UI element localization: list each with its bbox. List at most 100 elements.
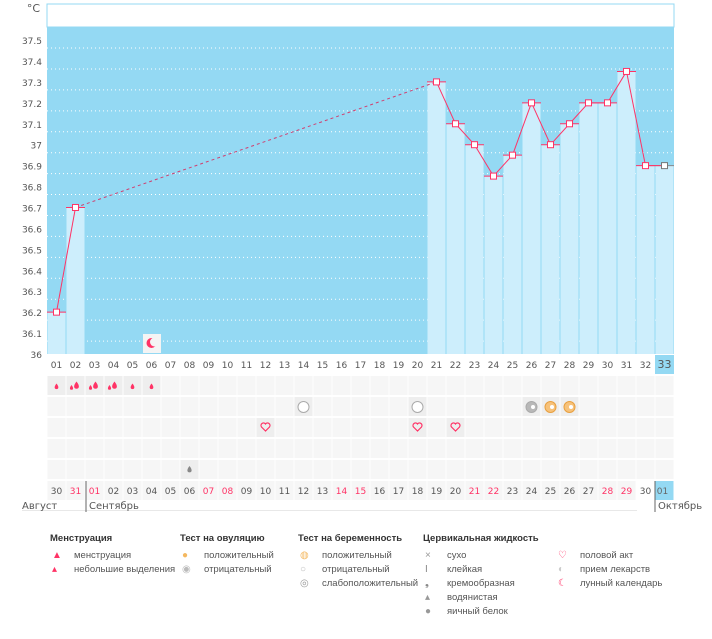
temperature-bar <box>47 312 66 354</box>
pill-icon: ◐ <box>558 563 565 575</box>
date-cell <box>446 481 465 500</box>
temperature-bar <box>465 144 484 354</box>
marker-cell <box>161 439 180 458</box>
calendar-date: 03 <box>127 487 138 497</box>
legend-item: ☾ лунный календарь <box>556 576 662 590</box>
marker-cell <box>66 439 85 458</box>
marker-cell <box>218 376 237 395</box>
marker-cell <box>522 376 541 395</box>
marker-cell <box>598 439 617 458</box>
month-label: Август <box>22 501 57 512</box>
calendar-date: 20 <box>450 487 462 497</box>
y-axis-unit: °C <box>27 2 41 15</box>
marker-cell <box>655 460 674 479</box>
marker-cell <box>617 460 636 479</box>
calendar-date: 18 <box>412 487 424 497</box>
marker-cell <box>351 439 370 458</box>
legend-item: ○ отрицательный <box>298 562 418 576</box>
marker-cell <box>522 418 541 437</box>
calendar-date: 08 <box>222 487 234 497</box>
y-tick-label: 36.7 <box>22 204 42 214</box>
legend-label: клейкая <box>447 563 483 575</box>
marker-cell <box>66 460 85 479</box>
legend-label: сухо <box>447 549 467 561</box>
marker-cell <box>313 397 332 416</box>
marker-cell <box>370 376 389 395</box>
marker-cell <box>47 418 66 437</box>
marker-cell <box>446 397 465 416</box>
temperature-bar <box>484 176 503 354</box>
date-cell <box>66 481 85 500</box>
legend-group: Тест на овуляцию ● положительный ◉ отрицател… <box>180 533 274 576</box>
marker-cell <box>636 460 655 479</box>
y-tick-label: 36.6 <box>22 225 42 235</box>
temperature-point <box>53 308 60 316</box>
cycle-day-label: 15 <box>317 361 328 371</box>
temperature-line <box>607 71 627 104</box>
marker-cell <box>351 418 370 437</box>
cycle-day-label: 26 <box>526 361 538 371</box>
legend-item: ❟ кремообразная <box>423 576 539 590</box>
marker-cell <box>237 439 256 458</box>
marker-cell <box>142 397 161 416</box>
marker-cell <box>598 397 617 416</box>
legend-group: ♡ половой акт ◐ прием лекарств ☾ лунный кален… <box>556 533 662 590</box>
legend-label: небольшие выделения <box>74 563 176 575</box>
pregnancy-negative-icon <box>411 401 424 413</box>
marker-cell <box>332 376 351 395</box>
cycle-day-label: 12 <box>260 361 271 371</box>
moon-icon-cut <box>150 337 159 347</box>
marker-cell <box>313 376 332 395</box>
marker-cell <box>503 397 522 416</box>
temperature-point <box>604 99 611 107</box>
watery-icon: ▴ <box>425 591 431 603</box>
marker-cell <box>465 439 484 458</box>
marker-cell <box>199 418 218 437</box>
marker-cell <box>123 397 142 416</box>
legend-label: прием лекарств <box>580 563 651 575</box>
month-label: Октябрь <box>658 501 702 512</box>
calendar-date: 22 <box>488 487 499 497</box>
spotting-icon <box>130 383 135 390</box>
date-cell <box>408 481 427 500</box>
date-cell <box>484 481 503 500</box>
marker-cell <box>560 376 579 395</box>
marker-cell <box>47 460 66 479</box>
marker-cell <box>161 397 180 416</box>
marker-cell <box>389 460 408 479</box>
menstruation-icon <box>93 381 98 389</box>
marker-cell <box>598 376 617 395</box>
calendar-date: 29 <box>621 487 633 497</box>
y-tick-label: 37.3 <box>22 79 42 89</box>
y-tick-label: 36.8 <box>22 184 42 194</box>
cycle-day-label: 06 <box>146 361 158 371</box>
calendar-date: 10 <box>260 487 272 497</box>
marker-cell <box>85 460 104 479</box>
marker-cell <box>465 397 484 416</box>
marker-cell <box>427 439 446 458</box>
legend-item: ▴ водянистая <box>423 590 539 604</box>
spotting-icon <box>54 383 59 390</box>
date-cell <box>465 481 484 500</box>
calendar-date: 02 <box>108 487 119 497</box>
cycle-day-label: 03 <box>89 361 100 371</box>
marker-cell <box>598 418 617 437</box>
y-tick-label: 36.2 <box>22 309 42 319</box>
spotting-icon <box>149 383 154 390</box>
date-cell <box>218 481 237 500</box>
date-cell <box>237 481 256 500</box>
marker-cell <box>294 460 313 479</box>
temperature-line <box>531 102 551 145</box>
sticky-icon: I <box>425 563 428 575</box>
marker-cell <box>218 439 237 458</box>
active-cell <box>446 418 465 437</box>
marker-cell <box>142 418 161 437</box>
temperature-point <box>452 120 459 128</box>
marker-cell <box>123 418 142 437</box>
y-tick-label: 36.3 <box>22 288 42 298</box>
calendar-date: 05 <box>165 487 176 497</box>
marker-cell <box>579 460 598 479</box>
cycle-day-label: 09 <box>203 361 215 371</box>
cycle-day-label: 32 <box>640 361 651 371</box>
marker-cell <box>85 397 104 416</box>
